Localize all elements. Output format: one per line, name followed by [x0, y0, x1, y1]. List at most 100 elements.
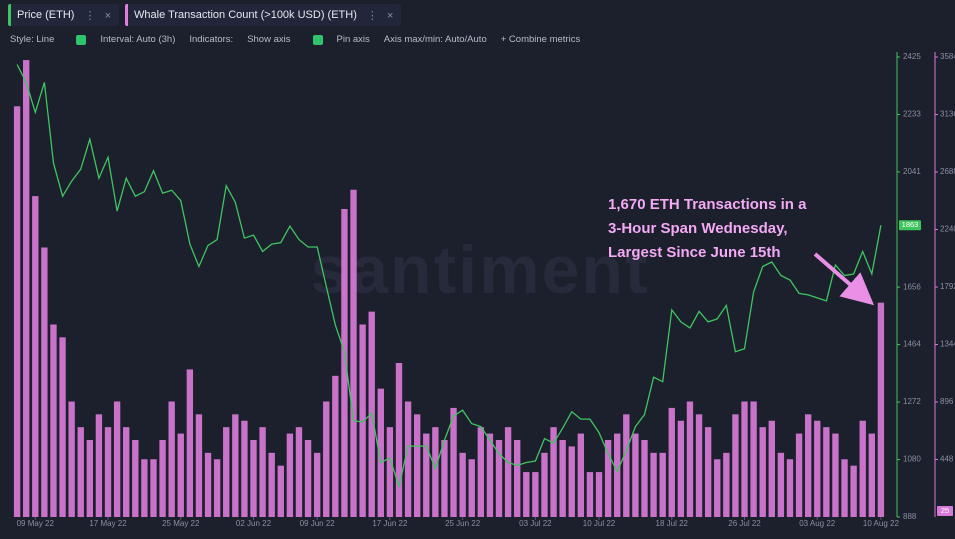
x-tick-label: 26 Jul 22 [728, 519, 761, 528]
bar [286, 433, 294, 517]
y2-tick-label: 2240 [940, 225, 955, 234]
x-tick-label: 18 Jul 22 [656, 519, 689, 528]
y-tick-label: 1464 [903, 340, 921, 349]
bar [841, 459, 848, 517]
bar [668, 407, 675, 517]
bar [150, 459, 157, 517]
y-tick-label: 1080 [903, 455, 921, 464]
bar [850, 465, 857, 517]
metric-tab[interactable]: Price (ETH) ⋮ × [8, 4, 120, 26]
toolbar-item[interactable]: + Combine metrics [500, 34, 581, 45]
bar [359, 324, 366, 517]
bar [404, 401, 412, 517]
bar [232, 414, 239, 517]
y-tick-label: 2041 [903, 167, 921, 176]
bar [604, 439, 612, 517]
bar [413, 414, 421, 517]
bar [159, 439, 166, 517]
bar [332, 375, 339, 517]
y2-tick-label: 2688 [940, 167, 955, 176]
toolbar-item[interactable]: Indicators: [189, 34, 234, 45]
bar [259, 427, 266, 517]
bar [395, 362, 403, 517]
tab-icons[interactable]: ⋮ × [366, 9, 394, 22]
checkbox[interactable] [312, 34, 323, 45]
toolbar-item[interactable]: Style: Line [10, 34, 55, 45]
bar [450, 407, 457, 517]
bar [577, 433, 585, 517]
bar [504, 427, 512, 517]
bar [768, 420, 775, 517]
bar [786, 459, 794, 517]
bar [714, 459, 721, 517]
bar [795, 433, 803, 517]
annotation-line: 3-Hour Span Wednesday, [608, 220, 787, 237]
bar [113, 401, 121, 517]
tab-label: Price (ETH) [17, 9, 75, 21]
x-tick-label: 10 Jul 22 [583, 519, 616, 528]
bar [541, 452, 548, 517]
bar [77, 427, 84, 517]
annotation-arrow [813, 252, 875, 306]
bar [250, 439, 257, 517]
bar [59, 337, 66, 517]
bar [50, 324, 57, 517]
bar [750, 401, 757, 517]
bar [859, 420, 866, 517]
toolbar-item[interactable]: Axis max/min: Auto/Auto [383, 34, 487, 45]
bar [350, 189, 357, 518]
bar [659, 452, 666, 517]
bar [141, 459, 148, 517]
toolbar: Style: Line Interval: Auto (3h) Indicators… [10, 34, 580, 45]
bar [13, 106, 21, 518]
bar [277, 465, 284, 517]
bar [650, 452, 657, 517]
y2-tick-label: 3136 [940, 110, 955, 119]
y-tick-label: 1272 [903, 397, 921, 406]
bar [204, 452, 212, 517]
bar [423, 433, 430, 517]
bar [377, 388, 384, 517]
annotation-line: Largest Since June 15th [608, 244, 781, 261]
x-tick-label: 10 Aug 22 [863, 519, 900, 528]
bar [759, 427, 766, 517]
bar [68, 401, 75, 517]
x-tick-label: 09 May 22 [17, 519, 55, 528]
bar [268, 452, 275, 517]
bar [559, 439, 566, 517]
bar [614, 433, 621, 517]
bar [477, 427, 485, 517]
bar [586, 472, 594, 517]
tabs: Price (ETH) ⋮ × Whale Transaction Count (>… [8, 4, 402, 28]
x-tick-label: 03 Aug 22 [799, 519, 836, 528]
last-value-badge [937, 506, 953, 516]
bar [32, 196, 39, 518]
bar [123, 427, 130, 517]
toolbar-item[interactable]: Pin axis [336, 34, 370, 45]
bar [195, 414, 203, 517]
bar [514, 439, 521, 517]
bar [223, 427, 230, 517]
toolbar-item[interactable]: Interval: Auto (3h) [100, 34, 176, 45]
bar [41, 247, 48, 517]
price-line [16, 64, 882, 489]
bar [568, 446, 575, 517]
bar [532, 472, 539, 517]
bar [641, 439, 648, 517]
metric-tab[interactable]: Whale Transaction Count (>100k USD) (ETH… [125, 4, 402, 26]
bar [95, 414, 103, 517]
bar [23, 60, 30, 518]
x-tick-label: 02 Jun 22 [236, 519, 272, 528]
bar [468, 459, 475, 517]
checkbox[interactable] [76, 34, 87, 45]
bar [495, 439, 503, 517]
x-tick-label: 25 Jun 22 [445, 519, 481, 528]
bar [868, 433, 875, 517]
bar [677, 420, 685, 517]
tab-icons[interactable]: ⋮ × [84, 9, 112, 22]
bar [723, 452, 730, 517]
bar [213, 459, 221, 517]
x-tick-label: 09 Jun 22 [300, 519, 336, 528]
toolbar-item[interactable]: Show axis [247, 34, 291, 45]
bar [295, 427, 303, 517]
